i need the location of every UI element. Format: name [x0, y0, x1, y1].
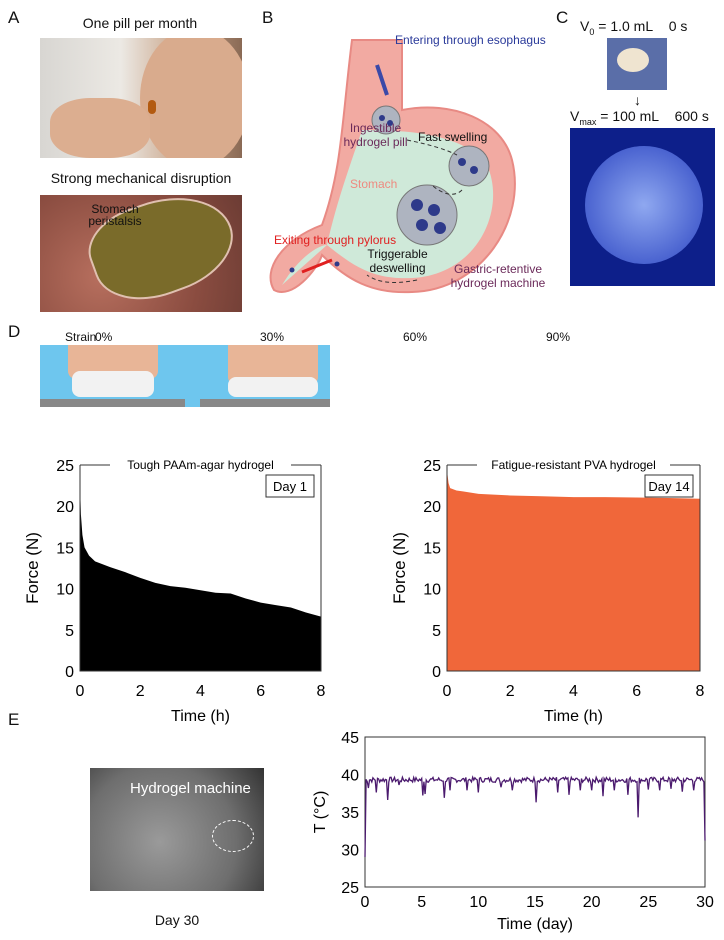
- strain-value: 60%: [403, 330, 428, 344]
- x-tick-label: 20: [583, 894, 601, 911]
- x-tick-label: 6: [256, 683, 265, 700]
- y-tick-label: 0: [65, 664, 74, 681]
- y-tick-label: 15: [56, 540, 74, 557]
- panel-label-c: C: [556, 8, 569, 27]
- y-tick-label: 0: [432, 664, 441, 681]
- x-tick-label: 6: [632, 683, 641, 700]
- strain-value: 0%: [95, 330, 113, 344]
- temperature-chart: 25 30 35 40 45 0 5 10 15 20 25 30 Time (day) T (°C): [312, 730, 714, 933]
- stomach-peristalsis-label: Stomach peristalsis: [88, 202, 142, 228]
- y-axis-label: Force (N): [390, 532, 409, 604]
- x-tick-label: 8: [317, 683, 326, 700]
- vmax-readout: Vmax = 100 mL 600 s: [570, 108, 709, 127]
- chart-title: Fatigue-resistant PVA hydrogel: [491, 458, 656, 472]
- swollen-hydrogel-image: [570, 128, 715, 286]
- x-tick-label: 30: [696, 894, 714, 911]
- y-axis-label: T (°C): [312, 791, 329, 834]
- x-axis-label: Time (h): [171, 708, 230, 725]
- vmax-symbol: V: [570, 108, 580, 124]
- label-swelling: Fast swelling: [418, 130, 488, 144]
- label-esophagus: Entering through esophagus: [395, 33, 546, 47]
- y-tick-label: 25: [56, 458, 74, 475]
- day30-label: Day 30: [154, 912, 200, 928]
- plot-frame: [364, 736, 706, 888]
- y-tick-label: 40: [341, 768, 359, 785]
- y-tick-label: 25: [341, 880, 359, 897]
- y-tick-label: 15: [423, 540, 441, 557]
- v0-subscript: 0: [589, 26, 595, 37]
- down-arrow-icon: ↓: [634, 92, 641, 108]
- y-tick-label: 45: [341, 730, 359, 747]
- panel-label-d: D: [8, 322, 21, 341]
- force-area: [447, 470, 700, 671]
- y-tick-label: 5: [432, 623, 441, 640]
- stomach-render-image: Stomach peristalsis: [40, 195, 242, 312]
- x-tick-label: 0: [443, 683, 452, 700]
- y-tick-label: 35: [341, 805, 359, 822]
- v0-symbol: V: [580, 18, 590, 34]
- day-badge: [644, 474, 694, 498]
- pill-icon: [148, 100, 156, 114]
- x-tick-label: 2: [136, 683, 145, 700]
- stomach-diagram: [269, 39, 516, 294]
- exit-arrow-icon: [301, 258, 333, 274]
- x-tick-label: 5: [417, 894, 426, 911]
- x-tick-label: 8: [696, 683, 705, 700]
- y-tick-label: 10: [56, 582, 74, 599]
- axes: [446, 465, 701, 672]
- tmax-value: 600 s: [674, 108, 709, 124]
- x-axis-label: Time (day): [497, 916, 573, 933]
- y-tick-label: 5: [65, 623, 74, 640]
- y-tick-label: 25: [423, 458, 441, 475]
- x-tick-label: 15: [526, 894, 544, 911]
- day-badge: [265, 474, 315, 498]
- xray-label: Hydrogel machine: [130, 780, 251, 797]
- chart-title: Tough PAAm-agar hydrogel: [127, 458, 274, 472]
- temperature-line: [364, 775, 706, 858]
- day-badge-label: Day 1: [273, 479, 307, 494]
- vmax-value: = 100 mL: [600, 108, 660, 124]
- v0-readout: V0 = 1.0 mL 0 s: [580, 18, 687, 37]
- y-tick-label: 20: [423, 499, 441, 516]
- x-tick-label: 4: [569, 683, 578, 700]
- strain-label: Strain: [65, 330, 97, 344]
- entry-arrow-icon: [375, 64, 389, 96]
- person-taking-pill-image: [40, 38, 242, 158]
- y-axis-label: Force (N): [23, 532, 42, 604]
- panel-label-e: E: [8, 710, 20, 729]
- label-deswelling: Triggerable deswelling: [367, 247, 428, 275]
- x-tick-label: 0: [361, 894, 370, 911]
- day-badge-label: Day 14: [648, 479, 689, 494]
- x-tick-label: 2: [506, 683, 515, 700]
- label-stomach: Stomach: [350, 177, 398, 191]
- label-exit: Exiting through pylorus: [274, 233, 397, 247]
- x-tick-label: 25: [639, 894, 657, 911]
- y-tick-label: 30: [341, 843, 359, 860]
- label-machine: Gastric-retentive hydrogel machine: [450, 262, 546, 290]
- compression-photo: [200, 345, 330, 407]
- dry-hydrogel-image: [607, 38, 667, 90]
- panel-a-title-bottom: Strong mechanical disruption: [50, 170, 232, 186]
- panel-label-a: A: [8, 8, 20, 27]
- panel-a-title-top: One pill per month: [82, 15, 198, 31]
- strain-value: 90%: [546, 330, 571, 344]
- x-tick-label: 10: [469, 894, 487, 911]
- y-tick-label: 10: [423, 582, 441, 599]
- v0-value: = 1.0 mL: [598, 18, 654, 34]
- xray-image: Hydrogel machine: [90, 768, 264, 891]
- t0-value: 0 s: [668, 18, 688, 34]
- label-pill: Ingestible hydrogel pill: [343, 121, 408, 149]
- strain-value: 30%: [260, 330, 285, 344]
- y-tick-label: 20: [56, 499, 74, 516]
- axes: [79, 465, 322, 672]
- x-axis-label: Time (h): [544, 708, 603, 725]
- vmax-subscript: max: [579, 116, 597, 127]
- panel-label-b: B: [262, 8, 274, 27]
- force-area: [80, 481, 321, 671]
- x-tick-label: 0: [76, 683, 85, 700]
- x-tick-label: 4: [196, 683, 205, 700]
